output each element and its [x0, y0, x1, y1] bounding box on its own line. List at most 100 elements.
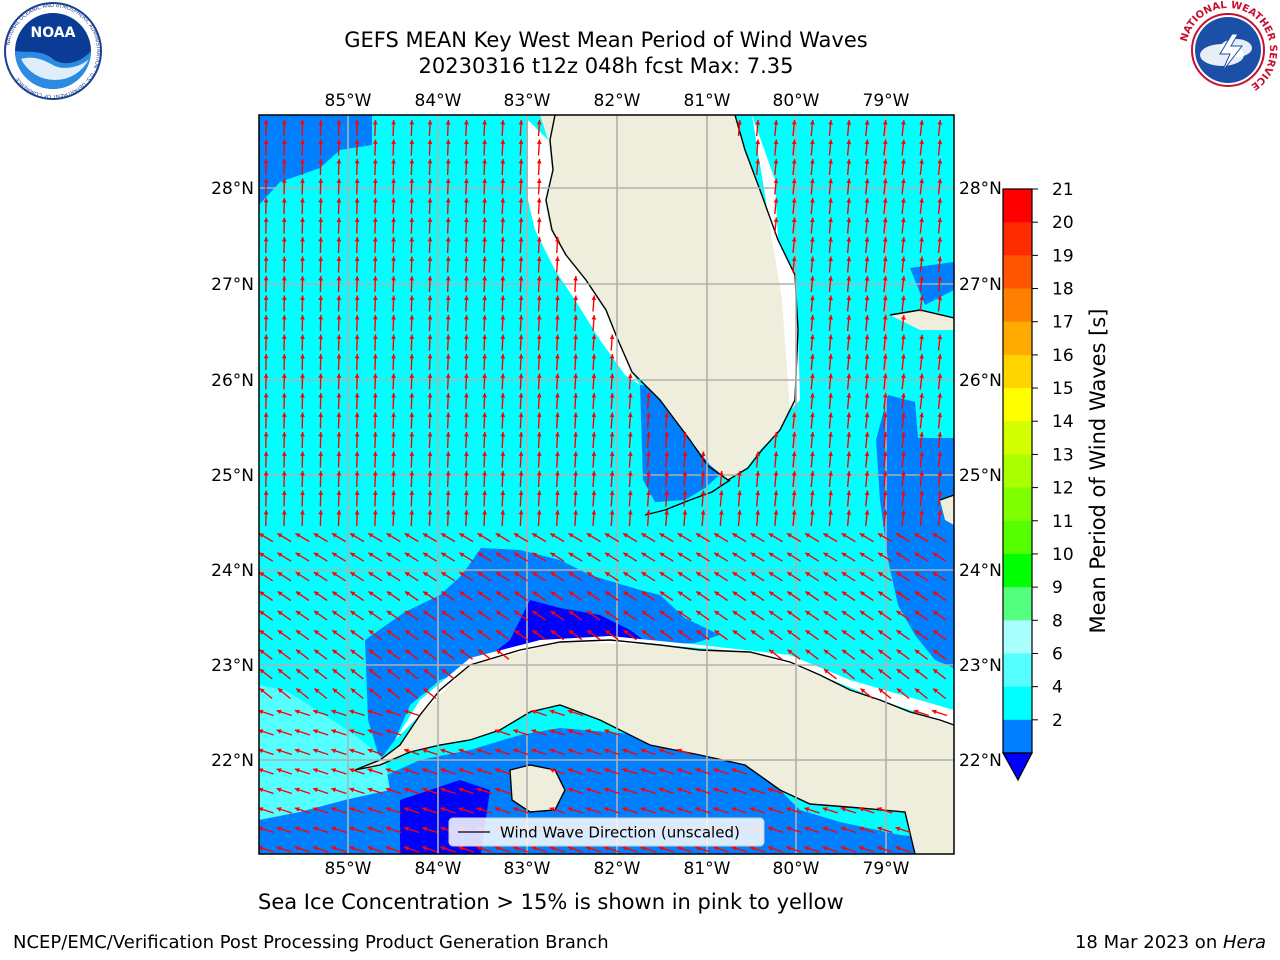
- colorbar-tick-label: 15: [1052, 379, 1074, 399]
- wind-arrow: [440, 846, 456, 853]
- wind-arrow: [349, 807, 365, 814]
- wind-arrow: [919, 432, 924, 448]
- wind-arrow: [937, 373, 943, 390]
- wind-arrow: [591, 412, 597, 429]
- wind-arrow: [773, 139, 779, 156]
- wind-arrow: [773, 490, 779, 507]
- wind-arrow: [259, 532, 274, 543]
- wind-arrow: [609, 431, 615, 449]
- wind-arrow: [350, 687, 364, 700]
- wind-arrow: [609, 392, 615, 410]
- wind-arrow: [755, 509, 761, 527]
- wind-arrow: [573, 392, 578, 410]
- wind-arrow: [718, 509, 724, 527]
- wind-arrow: [919, 139, 924, 156]
- colorbar-segment: [1003, 255, 1032, 290]
- wind-arrow: [263, 236, 269, 254]
- wind-arrow: [750, 590, 765, 602]
- wind-arrow: [586, 552, 601, 562]
- wind-arrow: [300, 295, 305, 312]
- wind-arrow: [623, 590, 637, 602]
- wind-arrow: [713, 768, 729, 775]
- wind-arrow: [500, 197, 506, 215]
- wind-arrow: [640, 787, 657, 795]
- wind-arrow: [500, 256, 506, 273]
- wind-arrow: [482, 119, 487, 137]
- wind-arrow: [695, 571, 710, 582]
- wind-arrow: [937, 490, 943, 507]
- wind-arrow: [263, 197, 269, 215]
- wind-arrow: [864, 158, 870, 176]
- wind-arrow: [731, 846, 748, 853]
- wind-arrow: [318, 295, 324, 312]
- wind-arrow: [459, 649, 474, 660]
- colorbar-segment: [1003, 354, 1032, 389]
- wind-arrow: [937, 276, 943, 292]
- wind-arrow: [477, 590, 492, 602]
- chart-title: GEFS MEAN Key West Mean Period of Wind W…: [344, 28, 868, 52]
- wind-arrow: [409, 451, 415, 468]
- wind-arrow: [536, 470, 542, 488]
- wind-arrow: [318, 139, 324, 156]
- wind-arrow: [330, 826, 347, 834]
- wind-arrow: [828, 119, 833, 137]
- wind-arrow: [749, 787, 766, 795]
- wind-arrow: [937, 510, 943, 526]
- wind-arrow: [677, 590, 692, 602]
- wind-arrow: [846, 509, 852, 527]
- wind-arrow: [646, 412, 651, 429]
- wind-arrow: [768, 532, 783, 543]
- wind-arrow: [882, 412, 888, 429]
- wind-arrow: [913, 709, 930, 717]
- wind-arrow: [555, 334, 560, 351]
- wind-arrow: [604, 629, 619, 641]
- wind-arrow: [714, 590, 728, 602]
- wind-arrow: [901, 354, 906, 370]
- wind-arrow: [914, 687, 928, 700]
- wind-arrow: [713, 552, 729, 562]
- wind-arrow: [263, 256, 269, 273]
- wind-arrow: [550, 610, 565, 621]
- wind-arrow: [403, 768, 420, 775]
- wind-arrow: [858, 846, 875, 853]
- wind-arrow: [573, 295, 578, 312]
- wind-arrow: [409, 295, 415, 312]
- wind-arrow: [659, 552, 674, 562]
- wind-arrow: [682, 451, 688, 468]
- wind-arrow: [349, 532, 365, 543]
- wind-arrow: [791, 158, 797, 176]
- wind-arrow: [445, 509, 451, 527]
- wind-arrow: [878, 668, 892, 680]
- wind-arrow: [859, 571, 874, 582]
- wind-arrow: [445, 373, 451, 390]
- wind-arrow: [464, 178, 469, 195]
- wind-arrow: [367, 748, 384, 756]
- wind-arrow: [627, 509, 633, 527]
- wind-arrow: [276, 846, 293, 853]
- wind-arrow: [277, 590, 292, 602]
- wind-arrow: [823, 629, 838, 641]
- wind-arrow: [676, 846, 693, 853]
- coastline-keys: [644, 479, 731, 516]
- wind-arrow: [901, 237, 906, 253]
- wind-arrow: [828, 451, 833, 468]
- wind-arrow: [864, 295, 870, 312]
- legend-label: Wind Wave Direction (unscaled): [500, 824, 740, 842]
- wind-arrow: [277, 649, 292, 660]
- wind-arrow: [810, 509, 815, 527]
- wind-arrow: [300, 412, 305, 429]
- wind-arrow: [294, 768, 311, 775]
- wind-arrow: [259, 709, 274, 717]
- wind-arrow: [700, 451, 706, 468]
- wind-arrow: [276, 826, 293, 834]
- wind-arrow: [810, 431, 815, 449]
- wind-arrow: [277, 687, 291, 700]
- wind-arrow: [263, 275, 269, 293]
- wind-arrow: [421, 807, 438, 814]
- wind-arrow: [518, 451, 524, 468]
- wind-arrow: [476, 807, 493, 814]
- wind-arrow: [259, 649, 273, 660]
- wind-arrow: [318, 431, 324, 449]
- wind-arrow: [318, 373, 324, 390]
- wind-arrow: [330, 787, 347, 795]
